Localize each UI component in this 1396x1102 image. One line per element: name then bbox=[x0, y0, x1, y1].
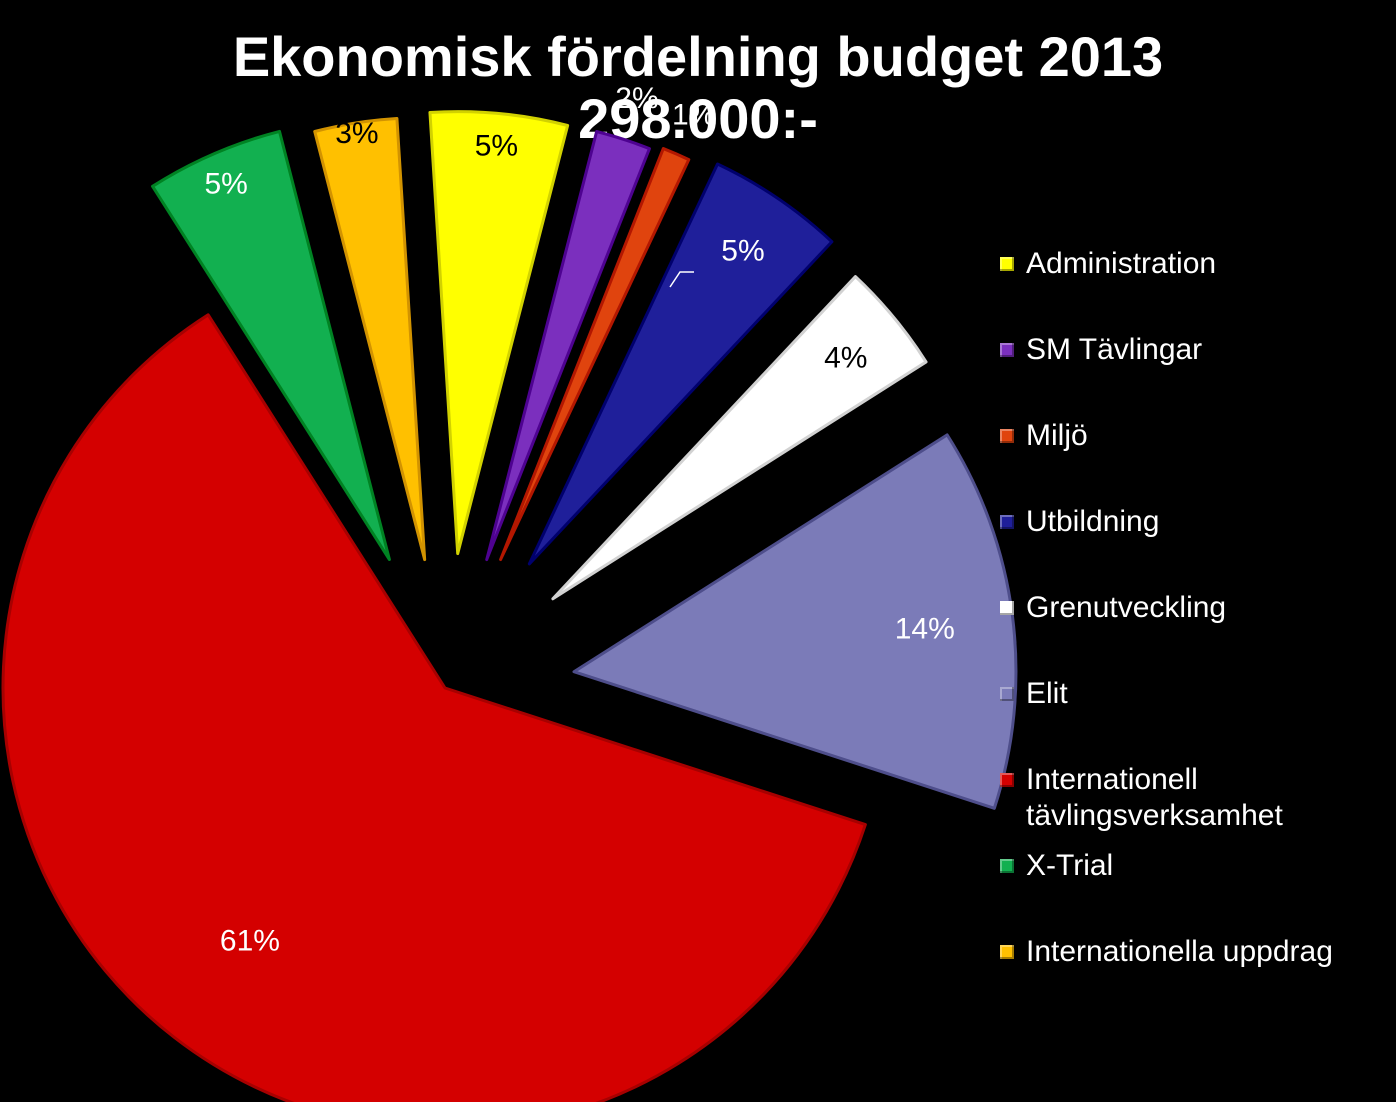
pie-slice-internationell-t-vlingsverksamhet bbox=[1, 313, 867, 1102]
pie-data-label: 61% bbox=[220, 924, 280, 957]
legend-item-utbildning: Utbildning bbox=[1000, 502, 1390, 588]
pie-data-label: 4% bbox=[824, 341, 867, 374]
legend-item-sm-tavlingar: SM Tävlingar bbox=[1000, 330, 1390, 416]
legend-swatch bbox=[1000, 773, 1014, 787]
pie-data-label: 5% bbox=[204, 167, 247, 200]
legend-swatch bbox=[1000, 429, 1014, 443]
pie-slice-x-trial bbox=[151, 129, 391, 562]
legend-item-x-trial: X-Trial bbox=[1000, 846, 1390, 932]
pie-data-label: 5% bbox=[475, 129, 518, 162]
chart-title: Ekonomisk fördelning budget 2013 298.000… bbox=[0, 26, 1396, 150]
label-leader-line bbox=[669, 271, 694, 288]
legend-label: Miljö bbox=[1026, 419, 1088, 452]
legend-swatch bbox=[1000, 257, 1014, 271]
legend-swatch bbox=[1000, 945, 1014, 959]
pie-slices bbox=[1, 110, 1018, 1102]
legend-label: Administration bbox=[1026, 247, 1217, 280]
legend-label: Utbildning bbox=[1026, 505, 1160, 538]
legend-swatch bbox=[1000, 859, 1014, 873]
legend-swatch bbox=[1000, 515, 1014, 529]
pie-data-label: 14% bbox=[895, 612, 955, 645]
pie-slice-grenutveckling bbox=[551, 275, 928, 601]
legend-label: Internationella uppdrag bbox=[1026, 935, 1333, 968]
pie-slice-milj- bbox=[499, 147, 691, 562]
legend-swatch bbox=[1000, 343, 1014, 357]
legend-swatch bbox=[1000, 687, 1014, 701]
legend-swatch bbox=[1000, 601, 1014, 615]
pie-slice-sm-t-vlingar bbox=[485, 129, 651, 562]
chart-title-line-1: Ekonomisk fördelning budget 2013 bbox=[232, 25, 1164, 88]
legend-item-internationell-tavlingsverksamhet: Internationell tävlingsverksamhet bbox=[1000, 760, 1390, 846]
legend-item-elit: Elit bbox=[1000, 674, 1390, 760]
legend-item-internationella-uppdrag: Internationella uppdrag bbox=[1000, 932, 1390, 1018]
pie-slice-internationella-uppdrag bbox=[313, 116, 427, 562]
pie-labels: 5% 2% 1% 5% 4% 14% 61% 5% 3% bbox=[204, 82, 954, 957]
legend-label: Grenutveckling bbox=[1026, 591, 1227, 624]
legend-label: X-Trial bbox=[1026, 849, 1114, 882]
pie-slice-elit bbox=[572, 433, 1018, 810]
pie-slice-administration bbox=[428, 110, 570, 556]
legend-item-miljo: Miljö bbox=[1000, 416, 1390, 502]
legend-label: Internationell tävlingsverksamhet bbox=[1026, 763, 1283, 832]
pie-data-label: 1% bbox=[672, 98, 715, 131]
chart-legend: Administration SM Tävlingar Miljö Utbild… bbox=[1000, 244, 1390, 1018]
legend-label: Elit bbox=[1026, 677, 1068, 710]
pie-data-label: 3% bbox=[335, 117, 378, 150]
legend-item-grenutveckling: Grenutveckling bbox=[1000, 588, 1390, 674]
legend-item-administration: Administration bbox=[1000, 244, 1390, 330]
legend-label: SM Tävlingar bbox=[1026, 333, 1203, 366]
pie-slice-utbildning bbox=[527, 162, 834, 566]
pie-data-label: 2% bbox=[615, 82, 658, 115]
pie-data-label: 5% bbox=[721, 235, 764, 268]
